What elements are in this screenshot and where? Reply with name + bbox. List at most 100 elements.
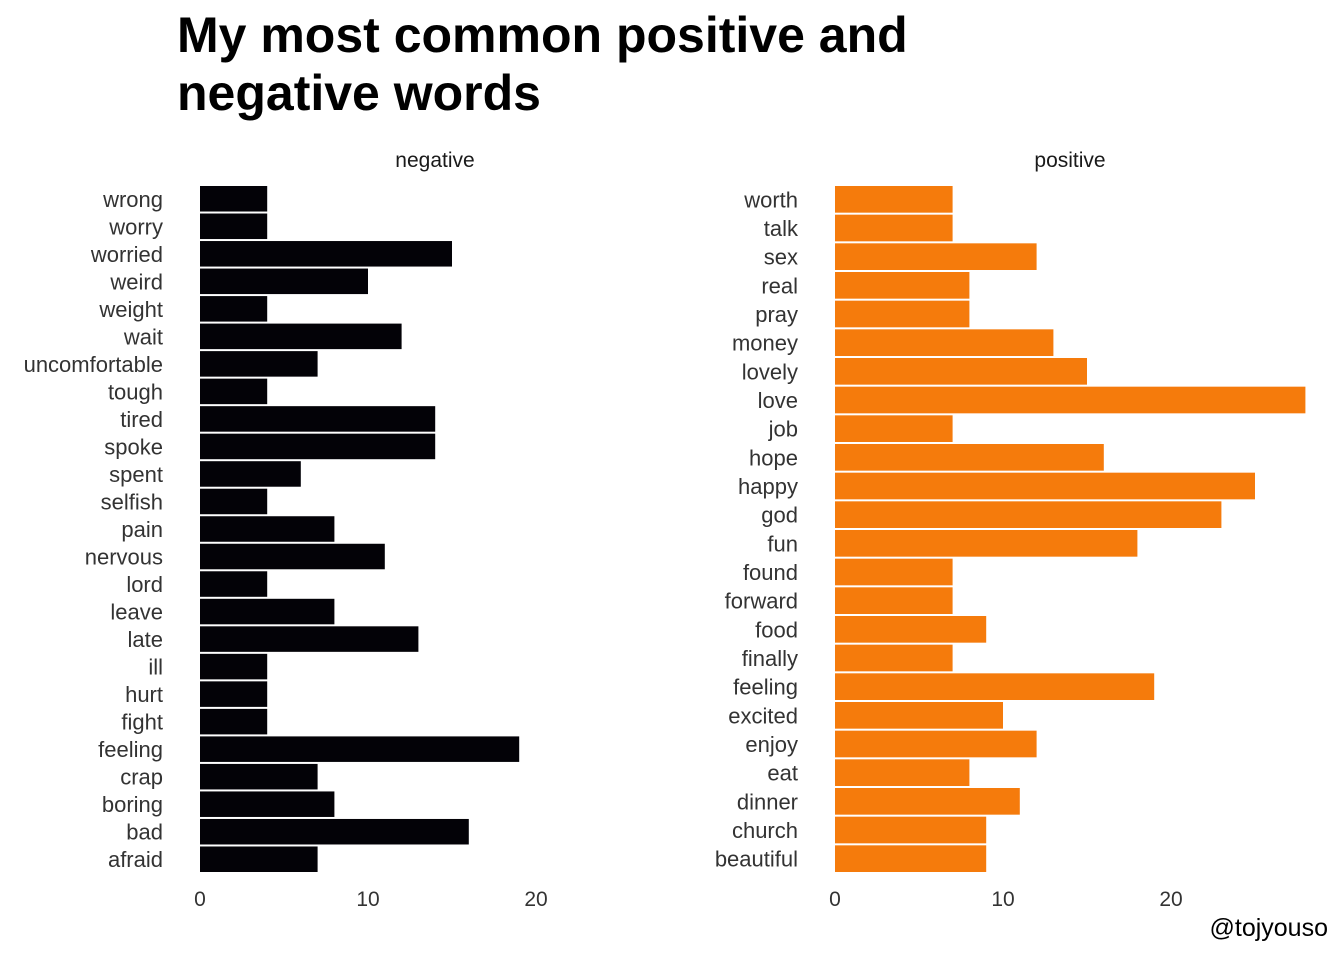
negative-category-label: lord — [126, 572, 163, 597]
positive-category-label: god — [761, 503, 798, 528]
positive-bar-lovely — [835, 358, 1087, 385]
positive-category-label: enjoy — [745, 732, 798, 757]
negative-bar-spent — [200, 461, 301, 487]
negative-category-label: leave — [110, 600, 163, 625]
positive-panel-title: positive — [1034, 149, 1105, 172]
negative-bar-worry — [200, 213, 268, 240]
positive-bar-talk — [835, 214, 953, 242]
negative-bar-crap — [200, 763, 318, 790]
positive-bar-dinner — [835, 788, 1020, 815]
negative-x-tick-label: 0 — [194, 888, 206, 911]
negative-bar-late — [200, 626, 419, 652]
negative-category-label: bad — [126, 820, 163, 845]
negative-bar-pain — [200, 516, 335, 542]
positive-category-label: dinner — [737, 789, 798, 814]
positive-bar-beautiful — [835, 845, 987, 872]
positive-panel: positive worth talk sex real pray money lovely l… — [715, 149, 1306, 911]
negative-bar-afraid — [200, 846, 318, 872]
negative-category-label: ill — [148, 655, 163, 680]
negative-panel-title: negative — [395, 149, 474, 172]
negative-x-tick-label: 10 — [356, 888, 379, 911]
negative-bar-tough — [200, 378, 268, 405]
negative-category-label: fight — [121, 710, 163, 735]
negative-category-label: boring — [102, 792, 163, 817]
negative-category-label: feeling — [98, 737, 163, 762]
positive-category-label: love — [758, 388, 798, 413]
negative-bar-uncomfortable — [200, 351, 318, 377]
positive-bar-food — [835, 616, 987, 643]
negative-category-label: worry — [108, 214, 163, 239]
negative-category-label: pain — [121, 517, 163, 542]
negative-category-label: spent — [109, 462, 163, 487]
positive-category-label: eat — [767, 761, 798, 786]
negative-bar-selfish — [200, 488, 268, 515]
positive-bar-eat — [835, 759, 970, 786]
positive-category-label: forward — [725, 589, 798, 614]
positive-bar-finally — [835, 644, 953, 672]
negative-category-label: selfish — [101, 489, 163, 514]
negative-bar-fight — [200, 708, 268, 735]
positive-bar-church — [835, 816, 987, 844]
negative-x-tick-label: 20 — [524, 888, 547, 911]
negative-category-label: uncomfortable — [24, 352, 163, 377]
positive-bar-found — [835, 558, 953, 586]
negative-category-label: spoke — [104, 434, 163, 459]
negative-category-label: tired — [120, 407, 163, 432]
positive-category-label: worth — [743, 187, 798, 212]
negative-bar-bad — [200, 818, 469, 845]
positive-category-label: finally — [742, 646, 798, 671]
positive-category-label: excited — [728, 703, 798, 728]
positive-category-label: food — [755, 617, 798, 642]
positive-category-label: beautiful — [715, 847, 798, 872]
positive-category-label: happy — [738, 474, 798, 499]
positive-category-label: money — [732, 331, 798, 356]
positive-bar-god — [835, 501, 1222, 528]
negative-category-label: wrong — [102, 187, 163, 212]
positive-bar-job — [835, 415, 953, 442]
positive-x-tick-label: 10 — [991, 888, 1014, 911]
positive-category-label: real — [761, 273, 798, 298]
positive-bar-worth — [835, 186, 953, 213]
negative-category-label: weird — [109, 269, 163, 294]
positive-bar-money — [835, 329, 1054, 356]
positive-bar-hope — [835, 444, 1104, 471]
negative-bar-hurt — [200, 681, 268, 707]
negative-bar-spoke — [200, 433, 436, 460]
chart-title-line-2: negative words — [177, 65, 541, 121]
negative-bar-leave — [200, 598, 335, 625]
negative-bar-wrong — [200, 186, 268, 212]
negative-category-label: late — [128, 627, 163, 652]
chart-title: My most common positive and negative wor… — [177, 6, 1077, 122]
positive-x-tick-label: 0 — [829, 888, 841, 911]
positive-category-label: hope — [749, 445, 798, 470]
positive-bar-happy — [835, 472, 1255, 500]
negative-category-label: crap — [120, 765, 163, 790]
positive-bar-fun — [835, 530, 1138, 557]
chart-title-line-1: My most common positive and — [177, 7, 908, 63]
negative-category-label: worried — [90, 242, 163, 267]
positive-category-label: job — [768, 417, 798, 442]
positive-category-label: lovely — [742, 359, 798, 384]
positive-category-label: church — [732, 818, 798, 843]
negative-category-label: hurt — [125, 682, 163, 707]
negative-bar-tired — [200, 406, 436, 432]
positive-category-label: fun — [767, 531, 798, 556]
positive-category-label: talk — [764, 216, 799, 241]
positive-category-label: feeling — [733, 675, 798, 700]
negative-bar-ill — [200, 653, 268, 680]
positive-category-label: pray — [755, 302, 798, 327]
positive-bar-forward — [835, 587, 953, 614]
positive-bar-excited — [835, 702, 1003, 729]
positive-x-tick-label: 20 — [1159, 888, 1182, 911]
negative-category-label: wait — [123, 324, 163, 349]
negative-category-label: tough — [108, 379, 163, 404]
positive-bar-feeling — [835, 673, 1155, 700]
negative-bar-nervous — [200, 543, 385, 570]
positive-bar-pray — [835, 300, 970, 328]
positive-bar-real — [835, 272, 970, 299]
positive-category-label: found — [743, 560, 798, 585]
negative-category-label: afraid — [108, 847, 163, 872]
negative-bar-wait — [200, 323, 402, 350]
